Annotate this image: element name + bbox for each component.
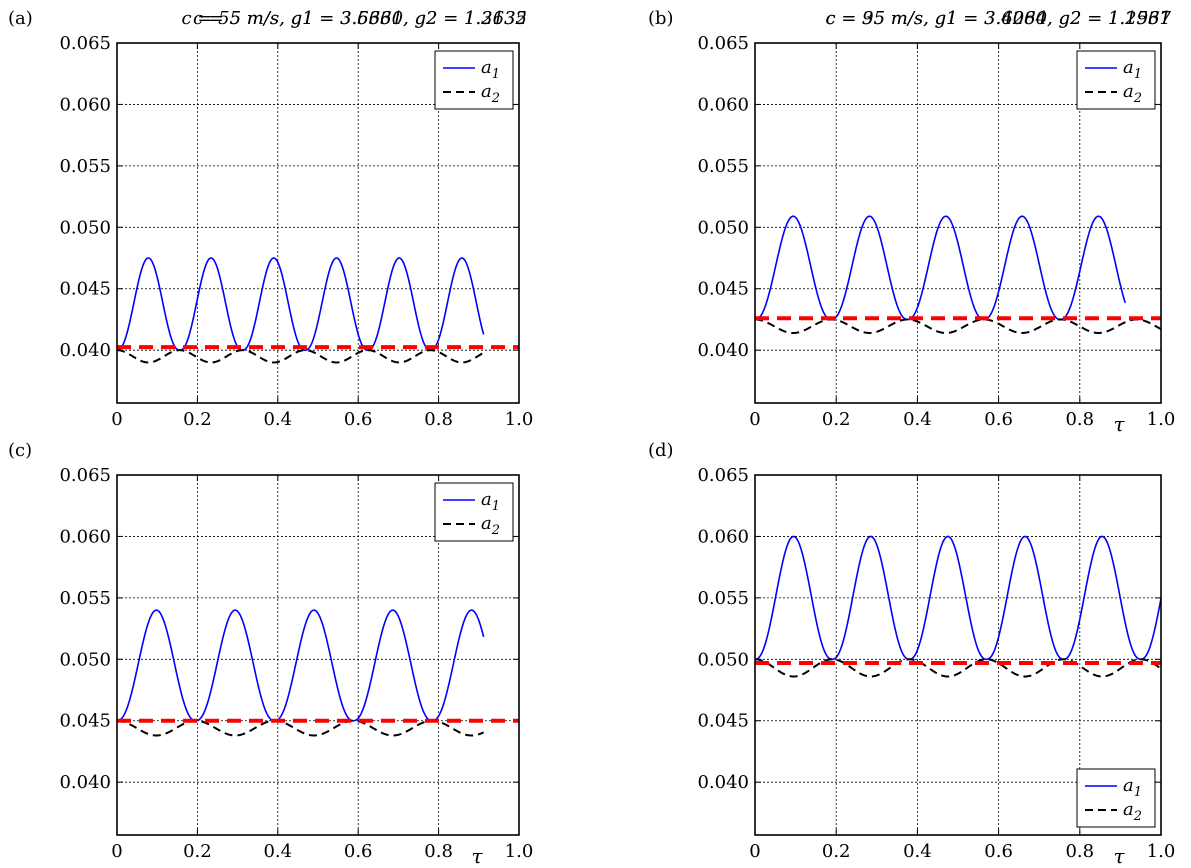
axes-frame [754,474,1162,836]
series-a2 [117,349,485,364]
x-tick-label: 0.6 [984,841,1013,862]
panel-title: c = 95 m/s, g1 = 3.4280, g2 = 1.1561 [826,8,1171,29]
panel-a: (a) c = 5 m/s, g1 = 3.6331, g2 = 1.3135 0 0… [8,8,533,430]
y-tick-label: 0.045 [697,711,749,732]
series-a1 [117,257,485,351]
legend-box [1076,50,1156,110]
x-tick-label: 1.0 [505,409,534,430]
x-tick-label: 0.2 [822,409,851,430]
panel-b: (b) c = 35 m/s, g1 = 3.6064, g2 = 1.2937 0… [648,8,1175,436]
legend-box [434,50,514,110]
grid-lines [117,43,519,403]
x-tick-label: 0.8 [1065,409,1094,430]
x-tick-label: 0 [111,409,122,430]
series-a2 [755,658,1161,678]
x-tick-label: 0.8 [424,409,453,430]
x-tick-label: 0.6 [984,409,1013,430]
x-tick-label: 1.0 [505,841,534,862]
legend-label-a1: a1 [1123,775,1142,800]
series-a1 [117,609,485,722]
x-tick-label: 0.6 [344,409,373,430]
legend-label-a2: a2 [481,81,500,106]
y-tick-label: 0.050 [697,649,749,670]
plot-area [755,535,1161,678]
legend-label-a1: a1 [481,489,500,514]
axes-frame [116,474,520,836]
panel-c: (c) c = 55 m/s, g1 = 3.5660, g2 = 1.2632 0… [8,8,533,868]
y-tick-label: 0.060 [59,94,111,115]
legend-box [434,482,514,542]
series-a2 [117,719,485,737]
y-tick-label: 0.065 [697,33,749,54]
y-tick-label: 0.045 [697,279,749,300]
x-tick-label: 0.6 [344,841,373,862]
x-axis-label: τ [1113,844,1125,868]
x-tick-label: 0 [749,409,760,430]
y-tick-label: 0.050 [59,217,111,238]
y-tick-label: 0.040 [59,772,111,793]
x-tick-label: 0.4 [903,409,932,430]
x-tick-label: 0 [111,841,122,862]
y-tick-label: 0.055 [59,156,111,177]
panel-title: c = 5 m/s, g1 = 3.6331, g2 = 1.3135 [193,8,527,29]
x-tick-label: 1.0 [1147,841,1176,862]
x-tick-label: 1.0 [1147,409,1176,430]
legend-label-a2: a2 [1123,81,1142,106]
series-a1 [755,535,1161,661]
y-tick-label: 0.060 [697,94,749,115]
y-tick-label: 0.065 [59,465,111,486]
y-tick-label: 0.045 [59,711,111,732]
panel-title: c = 55 m/s, g1 = 3.5660, g2 = 1.2632 [182,8,527,29]
axes-frame [754,42,1162,404]
x-tick-label: 0.8 [1065,841,1094,862]
panel-label: (a) [8,8,33,29]
y-tick-label: 0.040 [59,340,111,361]
panel-label: (c) [8,440,32,461]
series-a1 [755,215,1127,321]
legend-label-a1: a1 [481,57,500,82]
plot-area [117,257,519,364]
x-axis-label: τ [471,844,483,868]
y-tick-label: 0.040 [697,772,749,793]
y-tick-label: 0.045 [59,279,111,300]
legend-label-a2: a2 [1123,799,1142,824]
x-tick-label: 0.8 [424,841,453,862]
panel-title: c = 35 m/s, g1 = 3.6064, g2 = 1.2937 [826,8,1172,29]
x-tick-label: 0.2 [822,841,851,862]
axes-frame [116,42,520,404]
y-tick-label: 0.050 [59,649,111,670]
plot-area [117,609,519,737]
y-tick-label: 0.055 [697,588,749,609]
panel-label: (b) [648,8,674,29]
x-tick-label: 0.4 [263,841,292,862]
legend-label-a1: a1 [1123,57,1142,82]
x-tick-label: 0.4 [263,409,292,430]
y-tick-label: 0.060 [59,526,111,547]
x-tick-label: 0 [749,841,760,862]
plot-area [755,215,1161,334]
panel-d: (d) c = 95 m/s, g1 = 3.4280, g2 = 1.1561 0… [648,8,1175,868]
legend-label-a2: a2 [481,513,500,538]
y-tick-label: 0.065 [697,465,749,486]
x-tick-label: 0.2 [183,409,212,430]
x-tick-label: 0.4 [903,841,932,862]
panel-label: (d) [648,440,674,461]
y-tick-label: 0.050 [697,217,749,238]
legend-box [1076,768,1156,828]
y-tick-label: 0.065 [59,33,111,54]
y-tick-label: 0.055 [697,156,749,177]
series-a2 [755,318,1161,334]
y-tick-label: 0.040 [697,340,749,361]
x-axis-label: τ [1113,412,1125,436]
y-tick-label: 0.055 [59,588,111,609]
y-tick-label: 0.060 [697,526,749,547]
x-tick-label: 0.2 [183,841,212,862]
